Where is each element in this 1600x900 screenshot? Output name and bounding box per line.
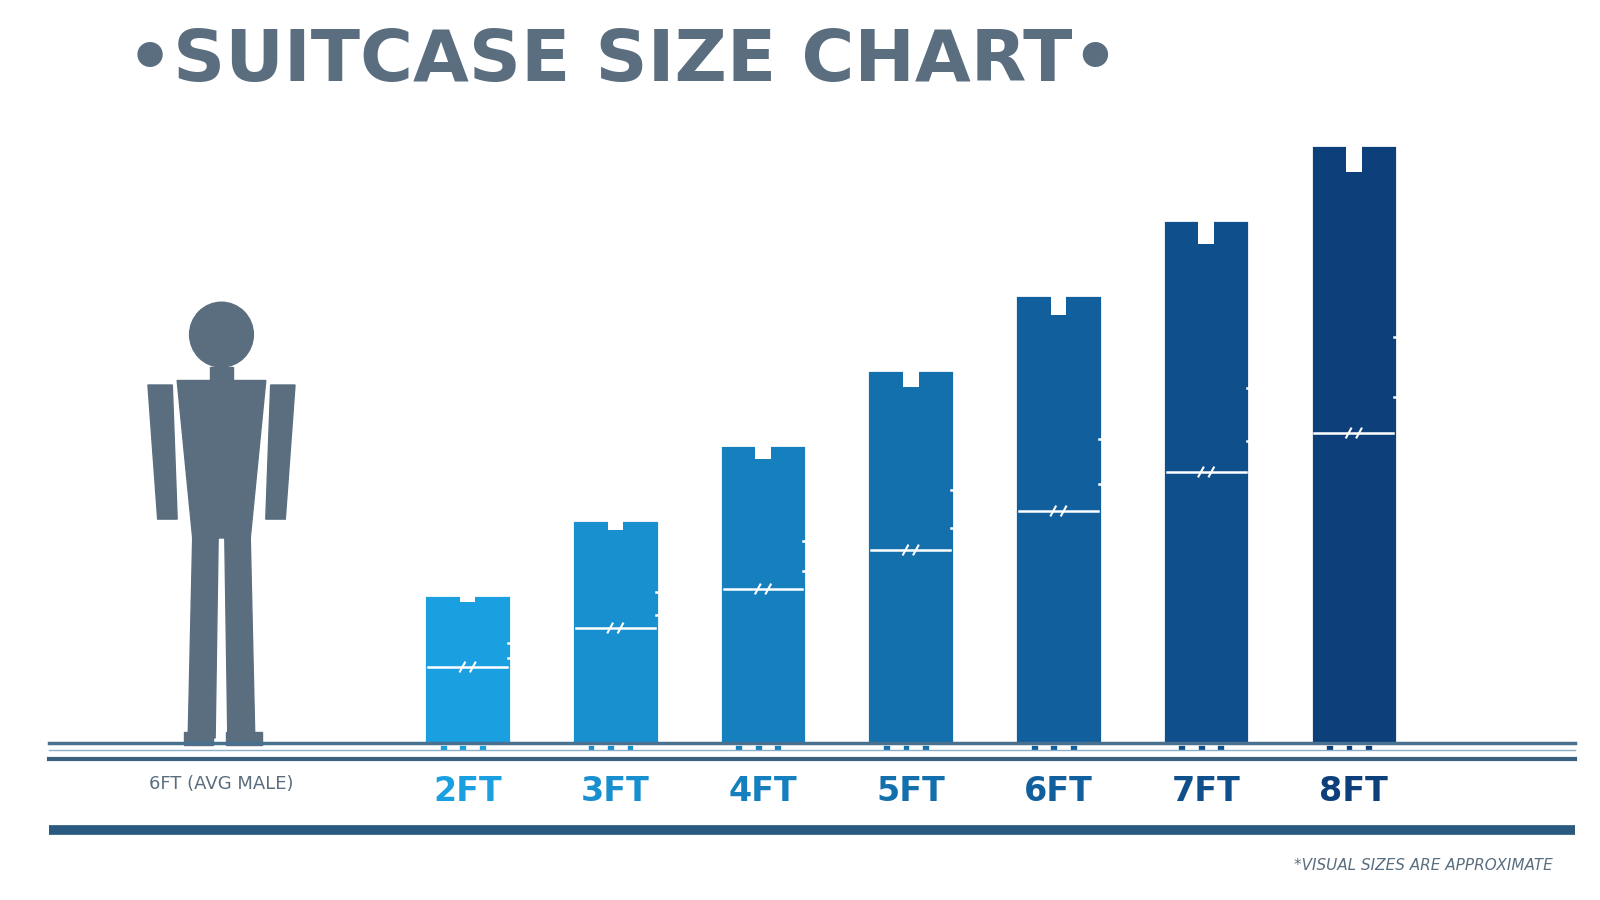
Bar <box>1050 745 1058 751</box>
Bar <box>902 745 910 751</box>
Bar <box>1179 745 1186 751</box>
Bar <box>1326 745 1334 751</box>
Bar <box>226 733 262 745</box>
Bar <box>606 745 614 751</box>
Bar <box>1070 745 1077 751</box>
Bar <box>902 366 918 387</box>
Text: 5FT: 5FT <box>877 775 946 808</box>
Text: 6FT (AVG MALE): 6FT (AVG MALE) <box>149 775 294 793</box>
Text: 8FT: 8FT <box>1320 775 1389 808</box>
Bar <box>1014 295 1102 745</box>
Bar <box>210 367 232 381</box>
Bar <box>184 733 213 745</box>
Bar <box>755 442 771 458</box>
Bar <box>459 594 475 602</box>
Polygon shape <box>226 538 254 738</box>
Bar <box>755 745 763 751</box>
Bar <box>424 595 510 745</box>
Bar <box>720 445 806 745</box>
Bar <box>1030 745 1038 751</box>
Bar <box>867 370 954 745</box>
Bar <box>1198 215 1214 244</box>
Bar <box>736 745 742 751</box>
Text: •SUITCASE SIZE CHART•: •SUITCASE SIZE CHART• <box>128 27 1118 96</box>
Text: 3FT: 3FT <box>581 775 650 808</box>
Bar <box>1346 745 1354 751</box>
Text: 7FT: 7FT <box>1171 775 1240 808</box>
Bar <box>1051 291 1066 315</box>
Bar <box>774 745 782 751</box>
Bar <box>883 745 891 751</box>
Bar <box>440 745 448 751</box>
Polygon shape <box>178 381 266 538</box>
Circle shape <box>189 302 253 367</box>
Polygon shape <box>189 538 218 738</box>
Bar <box>1365 745 1373 751</box>
Text: 2FT: 2FT <box>434 775 502 808</box>
Bar <box>627 745 635 751</box>
Bar <box>922 745 930 751</box>
Bar <box>1198 745 1206 751</box>
Bar <box>459 745 467 751</box>
Text: 4FT: 4FT <box>728 775 797 808</box>
Bar <box>587 745 595 751</box>
Bar <box>573 520 659 745</box>
Text: *VISUAL SIZES ARE APPROXIMATE: *VISUAL SIZES ARE APPROXIMATE <box>1294 858 1552 873</box>
Bar <box>608 518 622 530</box>
Bar <box>1310 145 1397 745</box>
Text: 6FT: 6FT <box>1024 775 1093 808</box>
Polygon shape <box>147 385 178 519</box>
Polygon shape <box>266 385 294 519</box>
Bar <box>1218 745 1226 751</box>
Bar <box>1163 220 1250 745</box>
Bar <box>478 745 486 751</box>
Bar <box>1346 140 1362 172</box>
